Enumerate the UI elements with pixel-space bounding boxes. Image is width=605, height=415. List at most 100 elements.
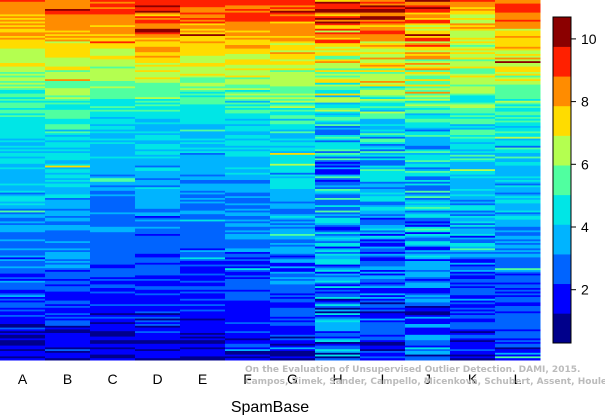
- heatmap-cell-F-48: [225, 86, 271, 89]
- heatmap-cell-K-127: [450, 228, 496, 231]
- heatmap-cell-E-55: [180, 99, 226, 102]
- heatmap-cell-G-78: [270, 140, 316, 143]
- heatmap-cell-B-151: [45, 271, 91, 275]
- heatmap-cell-E-96: [180, 172, 226, 176]
- heatmap-cell-L-135: [495, 243, 541, 246]
- heatmap-cell-H-23: [315, 41, 361, 44]
- heatmap-cell-C-17: [90, 30, 136, 33]
- heatmap-cell-F-183: [225, 329, 271, 332]
- heatmap-cell-J-172: [405, 309, 451, 312]
- heatmap-cell-K-54: [450, 97, 496, 100]
- heatmap-cell-K-108: [450, 194, 496, 197]
- heatmap-cell-E-135: [180, 243, 226, 246]
- heatmap-cell-H-173: [315, 311, 361, 314]
- heatmap-cell-G-65: [270, 117, 316, 120]
- heatmap-cell-L-159: [495, 286, 541, 289]
- heatmap-cell-L-46: [495, 82, 541, 86]
- heatmap-cell-E-199: [180, 358, 226, 361]
- heatmap-cell-B-141: [45, 253, 91, 257]
- heatmap-cell-G-100: [270, 180, 316, 183]
- heatmap-cell-F-82: [225, 147, 271, 150]
- heatmap-cell-G-192: [270, 345, 316, 348]
- heatmap-cell-H-98: [315, 176, 361, 179]
- heatmap-cell-C-106: [90, 190, 136, 194]
- heatmap-cell-E-100: [180, 180, 226, 183]
- heatmap-cell-K-76: [450, 136, 496, 140]
- heatmap-cell-L-111: [495, 199, 541, 203]
- heatmap-cell-B-83: [45, 149, 91, 152]
- heatmap-cell-J-51: [405, 91, 451, 95]
- heatmap-cell-I-95: [360, 171, 406, 174]
- heatmap-cell-D-148: [135, 266, 181, 269]
- heatmap-cell-B-12: [45, 21, 91, 24]
- heatmap-cell-F-60: [225, 108, 271, 111]
- heatmap-cell-J-18: [405, 32, 451, 35]
- heatmap-cell-C-64: [90, 115, 136, 118]
- heatmap-cell-C-46: [90, 82, 136, 86]
- heatmap-cell-K-27: [450, 48, 496, 51]
- heatmap-cell-F-107: [225, 192, 271, 195]
- heatmap-cell-I-0: [360, 0, 406, 3]
- heatmap-cell-C-13: [90, 23, 136, 26]
- heatmap-cell-C-29: [90, 52, 136, 55]
- heatmap-cell-B-195: [45, 351, 91, 354]
- heatmap-cell-G-177: [270, 318, 316, 321]
- heatmap-cell-A-166: [0, 298, 46, 302]
- heatmap-cell-C-150: [90, 270, 136, 273]
- heatmap-cell-K-139: [450, 250, 496, 253]
- heatmap-cell-J-125: [405, 225, 451, 228]
- heatmap-cell-L-96: [495, 172, 541, 176]
- heatmap-cell-G-183: [270, 329, 316, 332]
- heatmap-cell-D-91: [135, 163, 181, 167]
- heatmap-cell-G-12: [270, 21, 316, 24]
- heatmap-cell-L-155: [495, 279, 541, 282]
- heatmap-cell-E-126: [180, 226, 226, 230]
- heatmap-cell-A-99: [0, 178, 46, 181]
- heatmap-cell-C-18: [90, 32, 136, 35]
- colorbar-segment-1: [553, 283, 571, 314]
- heatmap-cell-F-34: [225, 61, 271, 64]
- heatmap-cell-K-133: [450, 239, 496, 242]
- heatmap-cell-I-84: [360, 151, 406, 154]
- heatmap-cell-F-124: [225, 223, 271, 226]
- heatmap-cell-H-97: [315, 174, 361, 177]
- heatmap-cell-K-5: [450, 9, 496, 12]
- heatmap-cell-I-147: [360, 264, 406, 267]
- heatmap-cell-F-78: [225, 140, 271, 143]
- heatmap-cell-K-194: [450, 349, 496, 352]
- heatmap-cell-J-61: [405, 109, 451, 113]
- heatmap-cell-E-179: [180, 322, 226, 325]
- heatmap-cell-K-152: [450, 273, 496, 276]
- heatmap-cell-B-166: [45, 298, 91, 302]
- heatmap-cell-F-158: [225, 284, 271, 287]
- heatmap-cell-D-81: [135, 145, 181, 149]
- heatmap-cell-B-56: [45, 100, 91, 104]
- heatmap-cell-B-66: [45, 118, 91, 122]
- heatmap-cell-K-180: [450, 324, 496, 327]
- heatmap-cell-K-77: [450, 138, 496, 141]
- heatmap-cell-J-44: [405, 79, 451, 82]
- heatmap-cell-K-14: [450, 25, 496, 28]
- heatmap-cell-E-45: [180, 81, 226, 84]
- colorbar-tick-label-8: 8: [581, 94, 589, 110]
- heatmap-cell-H-116: [315, 208, 361, 212]
- heatmap-cell-G-79: [270, 142, 316, 145]
- colorbar-segment-6: [553, 135, 571, 166]
- heatmap-cell-A-178: [0, 320, 46, 323]
- heatmap-cell-K-118: [450, 212, 496, 215]
- heatmap-cell-E-86: [180, 154, 226, 158]
- heatmap-cell-G-83: [270, 149, 316, 152]
- heatmap-cell-L-12: [495, 21, 541, 24]
- heatmap-cell-B-161: [45, 289, 91, 293]
- heatmap-cell-I-103: [360, 185, 406, 188]
- heatmap-cell-G-196: [270, 352, 316, 356]
- heatmap-cell-D-143: [135, 257, 181, 260]
- heatmap-cell-I-169: [360, 304, 406, 307]
- heatmap-cell-A-150: [0, 270, 46, 273]
- heatmap-cell-K-0: [450, 0, 496, 3]
- heatmap-cell-B-20: [45, 36, 91, 39]
- heatmap-cell-G-2: [270, 3, 316, 6]
- heatmap-cell-K-70: [450, 126, 496, 129]
- heatmap-cell-K-111: [450, 199, 496, 203]
- heatmap-cell-E-36: [180, 64, 226, 68]
